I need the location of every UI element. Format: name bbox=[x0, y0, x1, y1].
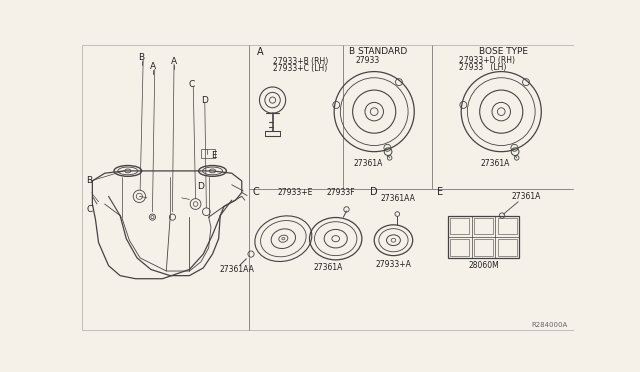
Bar bbox=[451, 239, 469, 256]
Text: 27933+C (LH): 27933+C (LH) bbox=[273, 64, 327, 73]
Bar bbox=[474, 239, 493, 256]
Text: 27361A: 27361A bbox=[353, 160, 383, 169]
Text: C: C bbox=[253, 187, 259, 198]
Text: 27361A: 27361A bbox=[481, 160, 510, 169]
Text: D: D bbox=[202, 96, 208, 105]
Text: E: E bbox=[211, 151, 217, 160]
Text: D: D bbox=[371, 187, 378, 198]
Text: B: B bbox=[139, 53, 145, 62]
Text: 27933+E: 27933+E bbox=[278, 188, 314, 197]
Bar bbox=[451, 218, 469, 234]
Text: 27361AA: 27361AA bbox=[220, 265, 255, 274]
Text: 27933+A: 27933+A bbox=[376, 260, 412, 269]
Text: E: E bbox=[437, 187, 444, 198]
Text: B STANDARD: B STANDARD bbox=[349, 47, 407, 56]
Bar bbox=[498, 239, 516, 256]
Text: 27361A: 27361A bbox=[511, 192, 541, 201]
Text: R284000A: R284000A bbox=[532, 322, 568, 328]
Text: A: A bbox=[257, 47, 264, 57]
Text: 27933+D (RH): 27933+D (RH) bbox=[459, 55, 515, 64]
Bar bbox=[474, 218, 493, 234]
Text: 27933   (LH): 27933 (LH) bbox=[459, 63, 506, 72]
Text: 27933: 27933 bbox=[356, 55, 380, 64]
Text: 27933+B (RH): 27933+B (RH) bbox=[273, 57, 328, 66]
Text: A: A bbox=[150, 62, 156, 71]
Bar bbox=[498, 218, 516, 234]
Text: 27361AA: 27361AA bbox=[380, 194, 415, 203]
Text: BOSE TYPE: BOSE TYPE bbox=[479, 47, 528, 56]
Bar bbox=[448, 216, 519, 258]
Text: B: B bbox=[86, 176, 92, 185]
Text: A: A bbox=[171, 57, 177, 66]
Text: C: C bbox=[189, 80, 195, 89]
Bar bbox=[201, 148, 215, 158]
Text: 28060M: 28060M bbox=[468, 261, 499, 270]
Text: 27361A: 27361A bbox=[314, 263, 342, 272]
Text: 27933F: 27933F bbox=[326, 188, 355, 197]
Text: D: D bbox=[198, 182, 204, 191]
Text: C: C bbox=[86, 205, 92, 214]
